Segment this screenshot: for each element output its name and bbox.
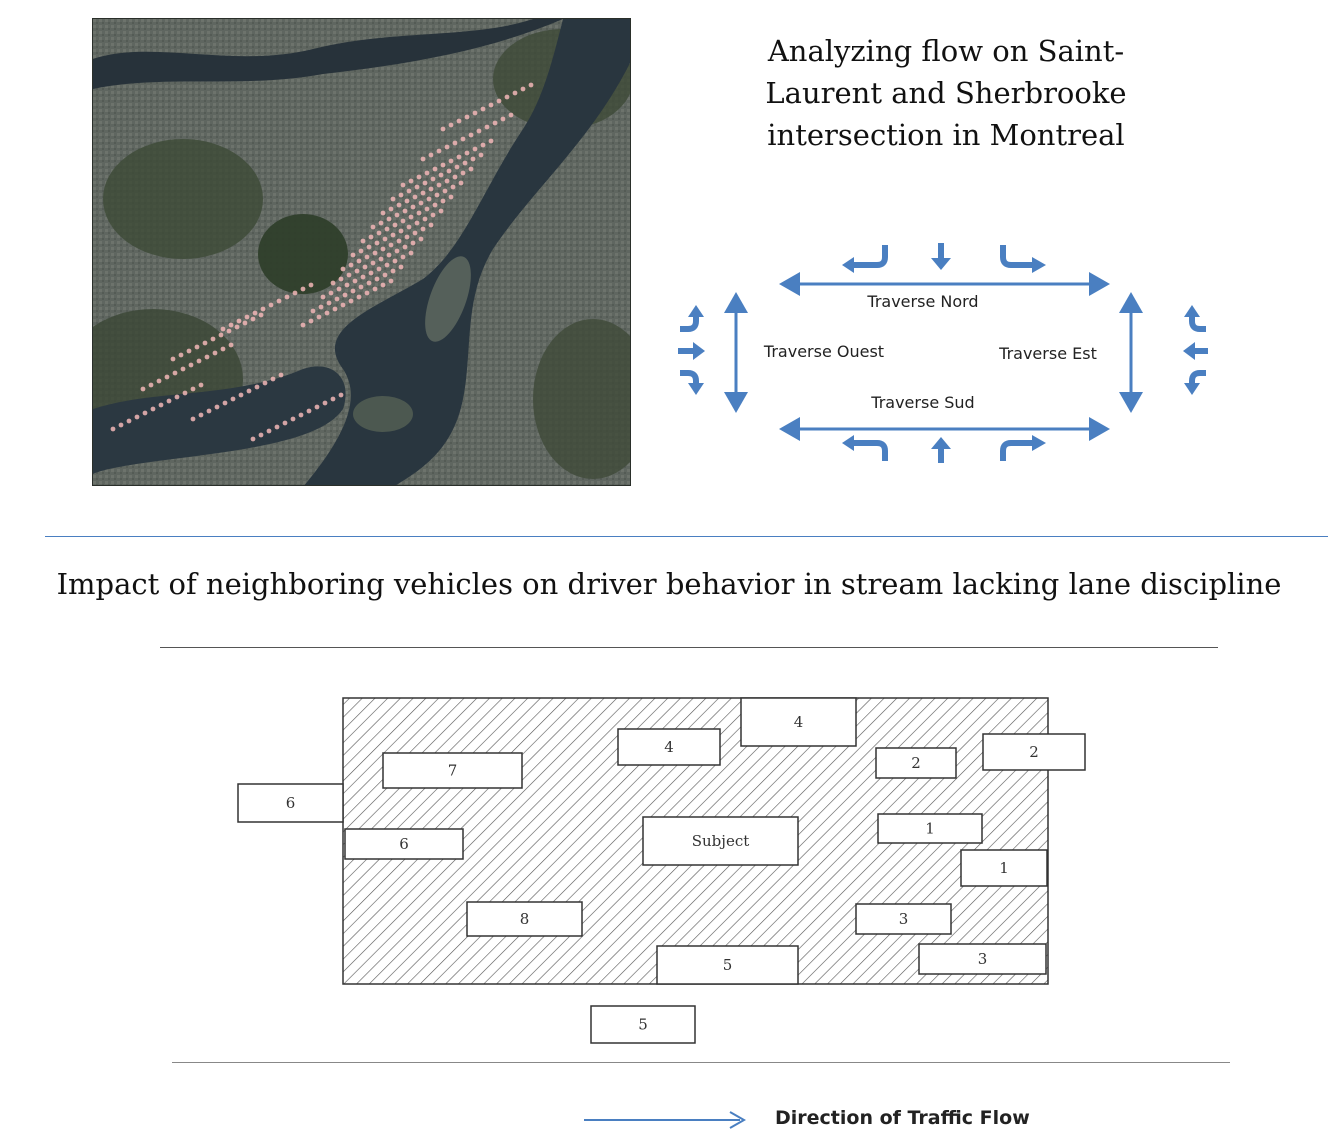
west-right-turn-arrow [680, 370, 704, 395]
vehicle-box [642, 816, 799, 866]
west-left-turn-arrow [680, 305, 704, 332]
vehicle-label: 2 [911, 754, 921, 772]
north-straight-arrow [931, 243, 951, 270]
subject-vehicle: Subject [642, 816, 799, 866]
vehicle-2-10: 2 [982, 733, 1086, 771]
east-straight-arrow [1183, 342, 1208, 360]
traverse-nord-label: Traverse Nord [866, 292, 978, 311]
traverse-est-label: Traverse Est [998, 344, 1097, 363]
vehicle-3-14: 3 [918, 943, 1047, 975]
vehicle-box [590, 1005, 696, 1044]
south-left-turn-arrow [842, 435, 888, 461]
vehicle-label: 1 [925, 820, 935, 838]
traverse-ouest-label: Traverse Ouest [763, 342, 884, 361]
vehicle-label: 5 [638, 1016, 648, 1034]
vehicle-label: 3 [978, 950, 988, 968]
vehicle-box [466, 901, 583, 937]
top-title: Analyzing flow on Saint- Laurent and She… [700, 30, 1192, 156]
vehicle-box [877, 813, 983, 844]
vehicle-box [740, 697, 857, 747]
vehicle-label: 2 [1029, 743, 1039, 761]
vehicle-4-5: 4 [740, 697, 857, 747]
vehicle-label: 6 [286, 794, 296, 812]
east-left-turn-arrow [1184, 305, 1206, 332]
vehicle-label: 8 [520, 910, 530, 928]
intersection-diagram: Traverse Nord Traverse Ouest Traverse Es… [678, 243, 1208, 463]
vehicle-label: 3 [899, 910, 909, 928]
vehicle-5-8: 5 [590, 1005, 696, 1044]
vehicle-box [960, 849, 1048, 887]
vehicle-neighborhood-diagram: 6 7 6 8 4 4 Subject 5 5 2 2 1 1 3 3 [237, 697, 1086, 1044]
vehicle-6-2: 6 [344, 828, 464, 860]
vehicle-8-3: 8 [466, 901, 583, 937]
vehicle-label: 7 [448, 762, 458, 780]
vehicle-box [617, 728, 721, 766]
north-right-turn-arrow [1000, 245, 1046, 273]
middle-separator [160, 647, 1218, 648]
traverse-sud-label: Traverse Sud [870, 393, 974, 412]
south-right-turn-arrow [1000, 435, 1046, 461]
legend-label: Direction of Traffic Flow [775, 1107, 1030, 1129]
vehicle-1-11: 1 [877, 813, 983, 844]
vehicle-box [875, 747, 957, 779]
legend: Direction of Traffic Flow [580, 1105, 1040, 1135]
south-straight-arrow [931, 437, 951, 463]
montreal-satellite-image [92, 18, 631, 486]
vehicle-label: 1 [999, 859, 1009, 877]
vehicle-6-0: 6 [237, 783, 344, 823]
vehicle-box [918, 943, 1047, 975]
vehicle-label: 4 [794, 713, 804, 731]
north-left-turn-arrow [842, 245, 888, 273]
vehicle-box [982, 733, 1086, 771]
middle-title: Impact of neighboring vehicles on driver… [56, 567, 1282, 601]
vehicle-label: 5 [723, 956, 733, 974]
east-right-turn-arrow [1184, 370, 1206, 395]
vehicle-box [855, 903, 952, 935]
vehicle-box [382, 752, 523, 789]
vehicle-7-1: 7 [382, 752, 523, 789]
vehicle-5-7: 5 [656, 945, 799, 985]
vehicle-3-13: 3 [855, 903, 952, 935]
vehicle-label: Subject [692, 832, 750, 850]
bottom-separator [172, 1062, 1230, 1063]
west-straight-arrow [678, 342, 705, 360]
vehicle-label: 4 [664, 738, 674, 756]
top-separator [45, 536, 1328, 537]
vehicle-4-4: 4 [617, 728, 721, 766]
vehicle-box [344, 828, 464, 860]
top-title-text: Analyzing flow on Saint- Laurent and She… [765, 34, 1127, 152]
vehicle-1-12: 1 [960, 849, 1048, 887]
legend-arrow-icon [584, 1111, 747, 1129]
vehicle-box [656, 945, 799, 985]
vehicle-2-9: 2 [875, 747, 957, 779]
vehicle-box [237, 783, 344, 823]
vehicle-label: 6 [399, 835, 409, 853]
vehicle-group: 6 7 6 8 4 4 Subject 5 5 2 2 1 1 3 3 [237, 697, 1086, 1044]
